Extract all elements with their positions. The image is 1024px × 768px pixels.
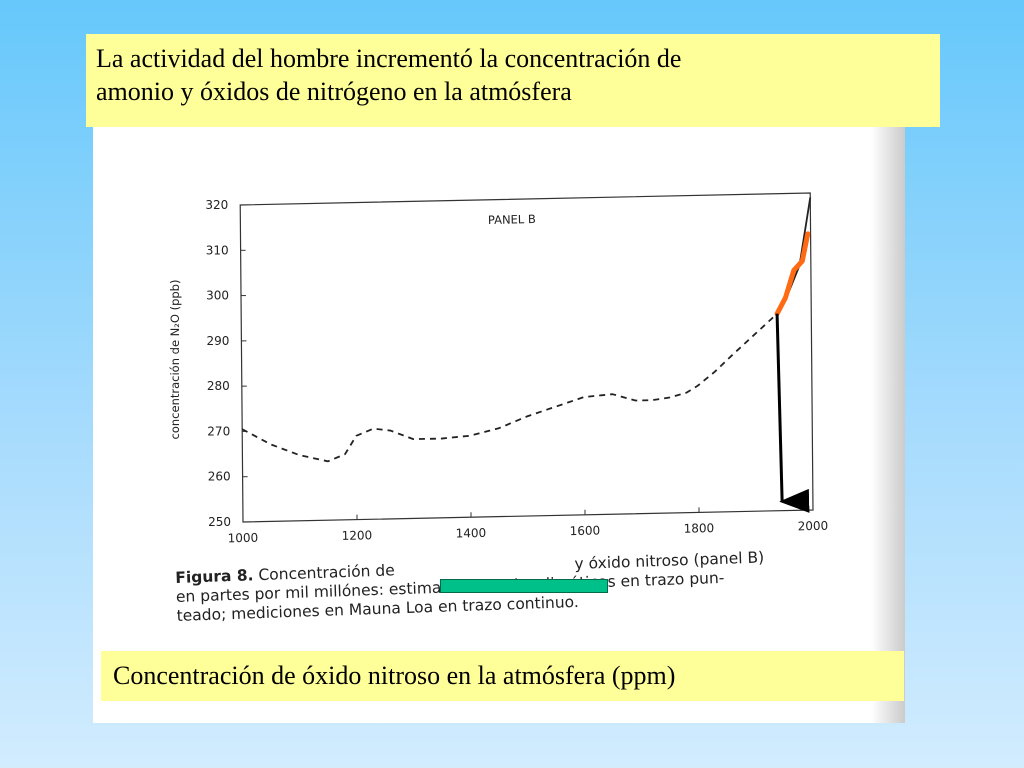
y-tick-label: 310 [206, 243, 229, 257]
x-tick-label: 1800 [683, 521, 714, 536]
y-tick-label: 250 [208, 515, 231, 529]
scanned-figure: 250 260 270 280 290 300 310 320 1000 1200 1400 1600… [93, 127, 905, 723]
plot-frame [239, 192, 814, 523]
orange-highlight-line [774, 231, 811, 317]
x-tick-label: 1400 [455, 526, 486, 541]
series-paleoclimatic-dashed [241, 313, 778, 463]
n2o-chart: 250 260 270 280 290 300 310 320 1000 1200 1400 1600… [168, 192, 828, 546]
y-tick-label: 270 [207, 424, 230, 438]
slide-title-line-2: amonio y óxidos de nitrógeno en la atmós… [96, 77, 572, 106]
page-edge-shadow [871, 127, 905, 723]
slide-title-line-1: La actividad del hombre incrementó la co… [96, 44, 682, 73]
slide-subtitle: Concentración de óxido nitroso en la atm… [113, 661, 676, 690]
slide-title-box: La actividad del hombre incrementó la co… [86, 34, 940, 127]
black-arrow [775, 313, 810, 513]
caption-figure-label: Figura 8. [175, 566, 254, 587]
x-tick-label: 1000 [227, 531, 258, 546]
y-tick-label: 300 [206, 289, 229, 303]
y-tick-label: 260 [208, 470, 231, 484]
y-tick-label: 320 [205, 198, 228, 212]
caption-redaction-bar [440, 579, 608, 593]
panel-label: PANEL B [488, 212, 536, 227]
slide-subtitle-box: Concentración de óxido nitroso en la atm… [101, 651, 904, 701]
x-tick-label: 1200 [341, 528, 372, 543]
y-tick-label: 280 [207, 379, 230, 393]
x-tick-label: 1600 [569, 523, 600, 538]
y-axis-label: concentración de N₂O (ppb) [168, 280, 182, 440]
y-tick-label: 290 [207, 334, 230, 348]
x-tick-label: 2000 [797, 519, 828, 534]
